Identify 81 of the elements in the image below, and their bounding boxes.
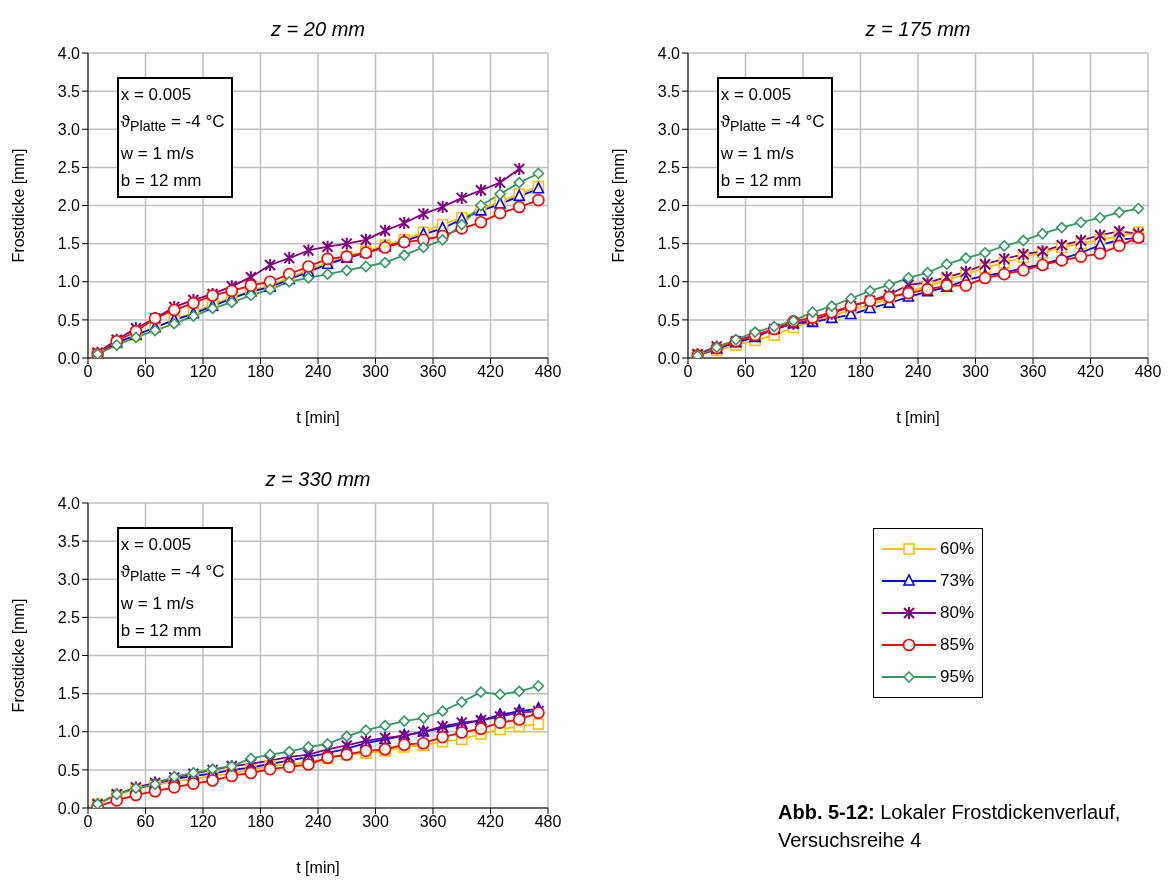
annotation: w = 1 m/s [120,143,195,166]
annotation: b = 12 mm [720,170,803,193]
y-tick-label: 4.0 [657,44,681,62]
x-tick-label: 480 [534,813,562,831]
x-tick-label: 0 [683,363,693,381]
y-tick-label: 4.0 [57,494,81,512]
x-tick-label: 480 [1134,363,1162,381]
chart-title: z = 175 mm [864,18,972,41]
y-tick-label: 3.0 [57,570,81,588]
y-tick-label: 2.0 [657,197,681,215]
x-tick-label: 240 [904,363,932,381]
y-tick-label: 1.5 [57,235,81,253]
y-axis-title: Frostdicke [mm] [609,148,627,263]
x-axis-title: t [min] [896,409,940,426]
y-tick-label: 1.5 [57,685,81,703]
chart-title: z = 20 mm [270,18,366,41]
y-tick-label: 0.5 [657,311,681,329]
y-tick-label: 0.5 [57,761,81,779]
x-tick-label: 60 [736,363,755,381]
y-tick-label: 1.5 [657,235,681,253]
y-tick-label: 0.0 [657,349,681,367]
x-tick-label: 300 [962,363,989,381]
y-tick-label: 0.0 [57,349,81,367]
x-tick-label: 420 [477,813,504,831]
y-tick-label: 3.5 [57,532,81,550]
legend-label: 73% [940,571,975,591]
x-tick-label: 420 [1077,363,1104,381]
annotation: b = 12 mm [120,620,203,643]
y-tick-label: 2.0 [57,197,81,215]
annotation: x = 0.005 [120,533,193,556]
y-axis-title: Frostdicke [mm] [9,148,27,263]
x-axis-title: t [min] [296,859,340,876]
annotation: x = 0.005 [720,83,793,106]
legend-label: 60% [940,539,975,559]
x-tick-label: 300 [362,363,389,381]
x-tick-label: 360 [419,813,447,831]
legend-label: 85% [940,635,975,655]
y-tick-label: 1.0 [657,273,681,291]
y-tick-label: 2.5 [57,609,81,627]
y-tick-label: 3.0 [57,120,81,138]
y-tick-label: 0.0 [57,799,81,817]
annotation: x = 0.005 [120,83,193,106]
y-axis-title: Frostdicke [mm] [9,598,27,713]
x-tick-label: 360 [419,363,447,381]
x-tick-label: 60 [136,813,155,831]
annotation: ϑ$_{Platte}$ = -4 °C [720,110,825,137]
y-tick-label: 2.0 [57,647,81,665]
x-tick-label: 420 [477,363,504,381]
x-tick-label: 120 [189,363,217,381]
annotation: w = 1 m/s [120,593,195,616]
x-tick-label: 180 [247,813,274,831]
legend-label: 80% [940,603,975,623]
annotation: ϑ$_{Platte}$ = -4 °C [120,110,225,137]
y-tick-label: 0.5 [57,311,81,329]
y-tick-label: 4.0 [57,44,81,62]
annotation: w = 1 m/s [720,143,795,166]
x-tick-label: 240 [304,363,332,381]
x-tick-label: 480 [534,363,562,381]
y-tick-label: 3.0 [657,120,681,138]
x-tick-label: 0 [83,813,93,831]
x-tick-label: 360 [1019,363,1047,381]
x-tick-label: 180 [247,363,274,381]
y-tick-label: 2.5 [57,159,81,177]
x-tick-label: 120 [789,363,817,381]
annotation: ϑ$_{Platte}$ = -4 °C [120,560,225,587]
x-tick-label: 0 [83,363,93,381]
legend-label: 95% [940,667,975,687]
annotation: b = 12 mm [120,170,203,193]
y-tick-label: 2.5 [657,159,681,177]
y-tick-label: 1.0 [57,273,81,291]
y-tick-label: 3.5 [657,82,681,100]
x-axis-title: t [min] [296,409,340,426]
x-tick-label: 120 [189,813,217,831]
y-tick-label: 1.0 [57,723,81,741]
x-tick-label: 180 [847,363,874,381]
x-tick-label: 240 [304,813,332,831]
y-tick-label: 3.5 [57,82,81,100]
x-tick-label: 300 [362,813,389,831]
x-tick-label: 60 [136,363,155,381]
chart-title: z = 330 mm [264,468,372,491]
caption: Abb. 5-12: Lokaler Frostdickenverlauf, Versuchsreihe 4 [778,800,1122,853]
